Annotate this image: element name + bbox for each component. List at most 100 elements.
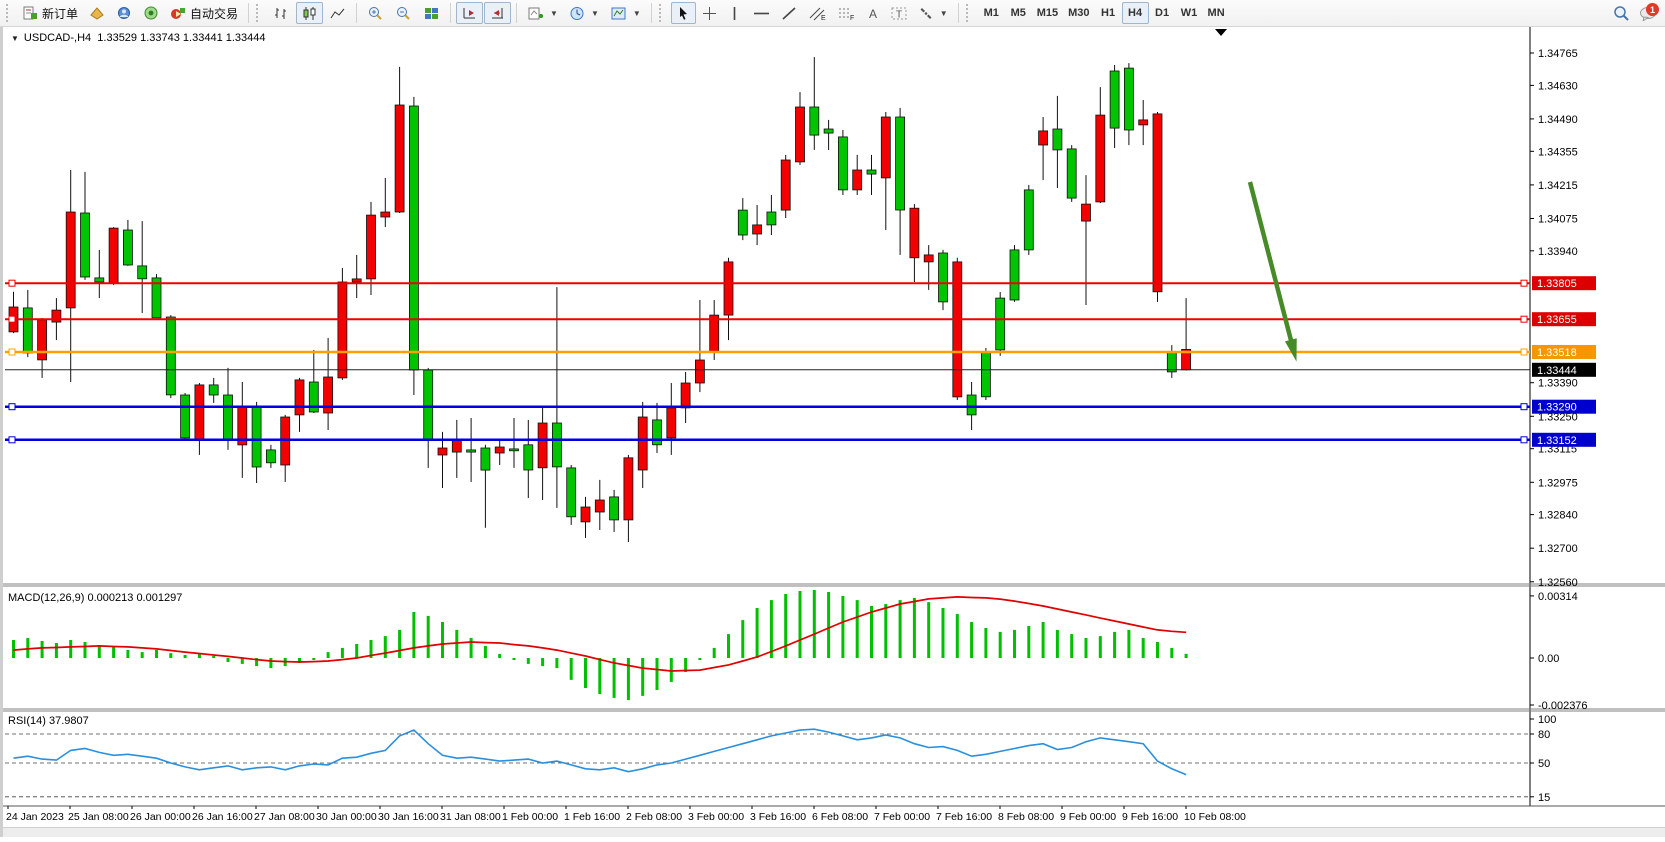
timeframe-d1-button[interactable]: D1 bbox=[1149, 2, 1176, 24]
candle-body bbox=[1052, 128, 1063, 151]
hline-handle[interactable] bbox=[8, 403, 16, 411]
timeframe-h1-button[interactable]: H1 bbox=[1095, 2, 1122, 24]
chart-title-bar[interactable]: ▼ USDCAD-,H4 1.33529 1.33743 1.33441 1.33… bbox=[11, 32, 266, 44]
channel-button[interactable]: E bbox=[803, 2, 831, 24]
chart-canvas[interactable]: 1.34765 1.34630 1.34490 1.34355 1.34215 1.340… bbox=[3, 27, 1665, 837]
timeframe-m5-button[interactable]: M5 bbox=[1005, 2, 1032, 24]
price-axis-label: 1.33250 bbox=[1538, 411, 1578, 423]
candle-body bbox=[981, 351, 991, 398]
pricelist-button[interactable] bbox=[84, 2, 110, 24]
chart-shift-button[interactable] bbox=[484, 2, 512, 24]
price-tag-1.33655: 1.33655 bbox=[1532, 312, 1596, 327]
auto-scroll-icon bbox=[463, 7, 476, 18]
chart-shift-marker[interactable] bbox=[1215, 29, 1227, 36]
macd-axis[interactable]: 0.00314 0.00 -0.002376 bbox=[1530, 591, 1588, 712]
toolbar-grip[interactable] bbox=[6, 4, 13, 22]
hline-handle[interactable] bbox=[8, 279, 16, 287]
trendline-button[interactable] bbox=[776, 2, 802, 24]
candles bbox=[8, 57, 1191, 542]
annotation-arrow-head[interactable] bbox=[1284, 338, 1297, 362]
timeframe-h4-button[interactable]: H4 bbox=[1121, 2, 1149, 24]
candle-body bbox=[451, 439, 462, 453]
candle-body bbox=[866, 169, 877, 175]
hline-handle[interactable] bbox=[1520, 348, 1528, 356]
candle-body bbox=[723, 261, 734, 316]
toolbar-grip[interactable] bbox=[965, 4, 973, 22]
arrows-button[interactable]: ▼ bbox=[913, 2, 953, 24]
chat-button[interactable]: 1 bbox=[1635, 1, 1661, 25]
zoom-in-icon bbox=[369, 6, 382, 20]
toolbar-separator bbox=[356, 3, 358, 23]
price-axis-label: 1.34765 bbox=[1538, 48, 1578, 60]
hline-handle[interactable] bbox=[8, 315, 16, 323]
pane-separator[interactable] bbox=[3, 583, 1665, 807]
hline-handle[interactable] bbox=[1520, 403, 1528, 411]
collapse-icon[interactable]: ▼ bbox=[11, 34, 19, 43]
autotrade-button[interactable]: 自动交易 bbox=[165, 2, 243, 24]
line-chart-button[interactable] bbox=[324, 2, 351, 24]
candle-body bbox=[766, 211, 777, 226]
candle-body bbox=[294, 379, 305, 416]
timeframe-group: M1 M5 M15 M30 H1 H4 D1 W1 MN bbox=[978, 2, 1230, 24]
price-axis[interactable]: 1.34765 1.34630 1.34490 1.34355 1.34215 1.340… bbox=[1530, 48, 1578, 589]
candle-body bbox=[308, 381, 319, 413]
support-icon bbox=[118, 7, 131, 19]
hline-handle[interactable] bbox=[1520, 315, 1528, 323]
date-axis-label: 6 Feb 08:00 bbox=[812, 811, 868, 823]
arrows-icon bbox=[920, 7, 932, 19]
candle-body bbox=[223, 394, 233, 441]
macd-axis-label: 0.00314 bbox=[1538, 591, 1578, 603]
candle-body bbox=[1095, 114, 1106, 203]
timeframe-m1-button[interactable]: M1 bbox=[978, 2, 1005, 24]
zoom-out-button[interactable] bbox=[390, 2, 417, 24]
channel-icon: E bbox=[809, 7, 826, 21]
candle-body bbox=[737, 209, 748, 236]
zoom-in-button[interactable] bbox=[362, 2, 389, 24]
rsi-axis[interactable]: 100 80 50 15 bbox=[1530, 714, 1556, 804]
hline-handle[interactable] bbox=[8, 348, 16, 356]
label-button[interactable]: T bbox=[886, 2, 912, 24]
template-button[interactable]: ▼ bbox=[605, 2, 646, 24]
vertical-line-button[interactable] bbox=[723, 2, 747, 24]
candle-body bbox=[366, 214, 376, 280]
signal-button[interactable] bbox=[138, 2, 164, 24]
new-order-button[interactable]: 新订单 bbox=[18, 2, 83, 24]
autotrade-icon bbox=[171, 8, 186, 19]
toolbar-grip[interactable] bbox=[658, 4, 666, 22]
date-axis-label: 8 Feb 08:00 bbox=[998, 811, 1054, 823]
cursor-button[interactable] bbox=[670, 2, 696, 24]
bar-chart-icon bbox=[275, 7, 287, 19]
tile-windows-button[interactable] bbox=[418, 2, 445, 24]
new-order-label: 新订单 bbox=[42, 6, 79, 21]
date-axis-label: 25 Jan 08:00 bbox=[68, 811, 129, 823]
hline-handle[interactable] bbox=[1520, 279, 1528, 287]
candle-body bbox=[351, 278, 362, 283]
text-button[interactable]: A bbox=[861, 2, 885, 24]
candle-body bbox=[137, 265, 148, 280]
timeframe-m30-button[interactable]: M30 bbox=[1063, 2, 1094, 24]
toolbar-grip[interactable] bbox=[256, 4, 263, 22]
search-button[interactable] bbox=[1607, 2, 1635, 24]
candlestick-icon bbox=[303, 6, 316, 20]
candle-body bbox=[880, 116, 891, 179]
auto-scroll-button[interactable] bbox=[456, 2, 484, 24]
date-axis[interactable]: 24 Jan 2023 25 Jan 08:00 26 Jan 00:00 26 Ja… bbox=[6, 806, 1246, 823]
fibonacci-button[interactable]: F bbox=[832, 2, 860, 24]
timeframe-mn-button[interactable]: MN bbox=[1203, 2, 1230, 24]
crosshair-button[interactable] bbox=[697, 2, 722, 24]
autotrade-label: 自动交易 bbox=[190, 6, 239, 21]
hline-handle[interactable] bbox=[1520, 436, 1528, 444]
candlestick-button[interactable] bbox=[296, 2, 324, 24]
timeframe-m15-button[interactable]: M15 bbox=[1032, 2, 1063, 24]
hline-handle[interactable] bbox=[8, 436, 16, 444]
timeframe-w1-button[interactable]: W1 bbox=[1176, 2, 1203, 24]
candle-body bbox=[1166, 351, 1177, 373]
period-clock-button[interactable]: ▼ bbox=[564, 2, 604, 24]
price-tag-1.33518: 1.33518 bbox=[1532, 345, 1596, 359]
bar-chart-button[interactable] bbox=[268, 2, 295, 24]
add-indicator-button[interactable]: ▼ bbox=[522, 2, 563, 24]
horizontal-line-button[interactable] bbox=[748, 2, 775, 24]
support-button[interactable] bbox=[111, 2, 137, 24]
candle-body bbox=[594, 499, 605, 513]
annotation-arrow[interactable] bbox=[1247, 181, 1297, 353]
